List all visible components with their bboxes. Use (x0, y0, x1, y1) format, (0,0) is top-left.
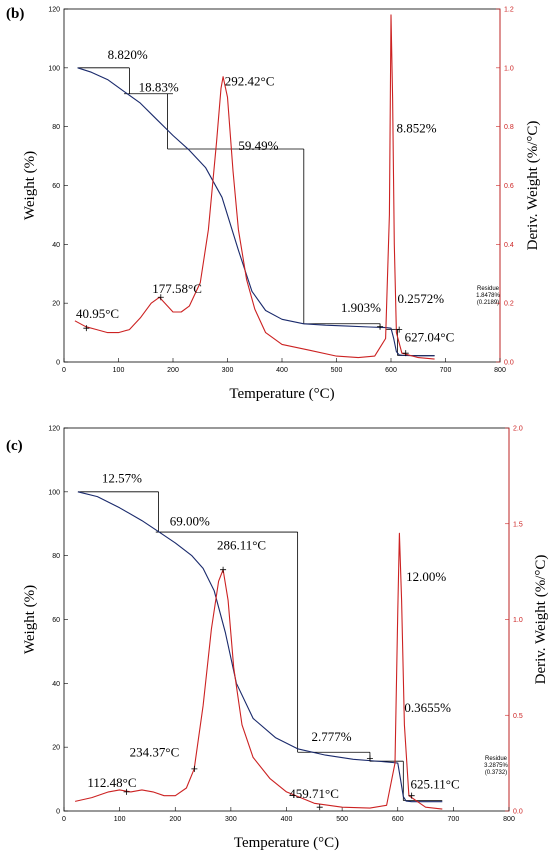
annotation-label: 2.777% (312, 729, 352, 744)
x-tick-label: 600 (392, 816, 404, 823)
y-right-tick-label: 2.0 (513, 426, 523, 433)
annotation-label: 59.49% (238, 138, 278, 153)
x-tick-label: 700 (448, 816, 460, 823)
point-marker (220, 566, 227, 573)
residue-value: 1.8478% (476, 293, 500, 299)
x-tick-label: 400 (281, 816, 293, 823)
annotation-label: 234.37°C (130, 745, 180, 760)
annotation-label: 1.903% (341, 300, 381, 315)
point-marker (123, 788, 130, 795)
annotation-label: 0.2572% (398, 291, 445, 306)
y-tick-label: 120 (48, 7, 60, 14)
annotation-label: 112.48°C (87, 775, 136, 790)
y-tick-label: 60 (52, 183, 60, 190)
y-tick-label: 100 (48, 65, 60, 72)
x-tick-label: 600 (385, 367, 397, 374)
annotation-label: 8.820% (108, 47, 148, 62)
x-tick-label: 300 (222, 367, 234, 374)
annotation-label: 292.42°C (225, 73, 275, 88)
annotation-label: 69.00% (170, 513, 210, 528)
annotation-label: 12.00% (406, 569, 446, 584)
annotation-label: 177.58°C (152, 281, 202, 296)
x-axis-label: Temperature (°C) (229, 386, 334, 402)
annotation-label: 0.3655% (404, 700, 451, 715)
panel-label: (b) (6, 6, 24, 22)
y-right-tick-label: 0.4 (504, 242, 514, 249)
point-marker (316, 804, 323, 811)
y-tick-label: 100 (48, 489, 60, 496)
deriv-weight-line (74, 532, 443, 810)
weight-line (77, 67, 435, 357)
residue-title: Residue (477, 286, 500, 292)
y-right-tick-label: 1.5 (513, 521, 523, 528)
y-tick-label: 40 (52, 681, 60, 688)
residue-mass: (0.3732) (485, 770, 507, 776)
y-axis-label: Weight (%) (22, 151, 38, 220)
y-right-tick-label: 0.5 (513, 713, 523, 720)
y-right-tick-label: 1.0 (513, 617, 523, 624)
panel-label: (c) (6, 438, 23, 454)
point-marker (191, 765, 198, 772)
y-axis-label: Weight (%) (22, 585, 38, 654)
residue-title: Residue (485, 756, 508, 762)
y-tick-label: 80 (52, 553, 60, 560)
residue-mass: (0.2189) (477, 300, 499, 306)
x-tick-label: 300 (225, 816, 237, 823)
x-tick-label: 500 (336, 816, 348, 823)
y-tick-label: 120 (48, 426, 60, 433)
y-right-tick-label: 1.0 (504, 65, 514, 72)
y-right-tick-label: 1.2 (504, 7, 514, 14)
y-right-axis-label: Deriv. Weight (%/°C) (533, 555, 549, 685)
chart-panel-1: 0 100 200 300 400 500 600 700 800 0 20 40 60 80 100 120… (6, 6, 541, 402)
y-tick-label: 20 (52, 745, 60, 752)
deriv-weight-line (74, 14, 435, 360)
x-tick-label: 0 (62, 816, 66, 823)
x-tick-label: 200 (169, 816, 181, 823)
y-right-tick-label: 0.0 (513, 809, 523, 816)
point-marker (402, 350, 409, 357)
y-right-tick-label: 0.8 (504, 124, 514, 131)
y-tick-label: 60 (52, 617, 60, 624)
annotation-label: 12.57% (102, 470, 142, 485)
annotation-label: 459.71°C (289, 786, 339, 801)
point-marker (396, 326, 403, 333)
x-tick-label: 800 (494, 367, 506, 374)
point-marker (377, 323, 384, 330)
point-marker (157, 294, 164, 301)
annotation-label: 627.04°C (405, 329, 455, 344)
residue-value: 3.2875% (484, 763, 508, 769)
y-right-tick-label: 0.0 (504, 360, 514, 367)
y-right-tick-label: 0.2 (504, 301, 514, 308)
annotation-label: 40.95°C (76, 306, 119, 321)
x-tick-label: 400 (276, 367, 288, 374)
y-right-tick-label: 0.6 (504, 183, 514, 190)
chart-panel-2: 0 100 200 300 400 500 600 700 800 0 20 40 60 80 100 120… (6, 426, 549, 852)
x-tick-label: 100 (114, 816, 126, 823)
point-marker (366, 755, 373, 762)
annotation-label: 625.11°C (411, 777, 460, 792)
y-tick-label: 80 (52, 124, 60, 131)
y-right-axis-label: Deriv. Weight (%/°C) (525, 121, 541, 251)
x-tick-label: 200 (167, 367, 179, 374)
x-tick-label: 500 (331, 367, 343, 374)
x-tick-label: 0 (62, 367, 66, 374)
y-tick-label: 40 (52, 242, 60, 249)
point-marker (83, 325, 90, 332)
x-tick-label: 800 (503, 816, 515, 823)
x-tick-label: 100 (113, 367, 125, 374)
x-tick-label: 700 (440, 367, 452, 374)
annotation-label: 18.83% (139, 79, 179, 94)
weight-line (77, 491, 443, 803)
y-tick-label: 20 (52, 301, 60, 308)
x-axis-label: Temperature (°C) (234, 835, 339, 851)
y-tick-label: 0 (56, 809, 60, 816)
annotation-label: 286.11°C (217, 537, 266, 552)
point-marker (408, 792, 415, 799)
annotation-label: 8.852% (396, 121, 436, 136)
y-tick-label: 0 (56, 360, 60, 367)
